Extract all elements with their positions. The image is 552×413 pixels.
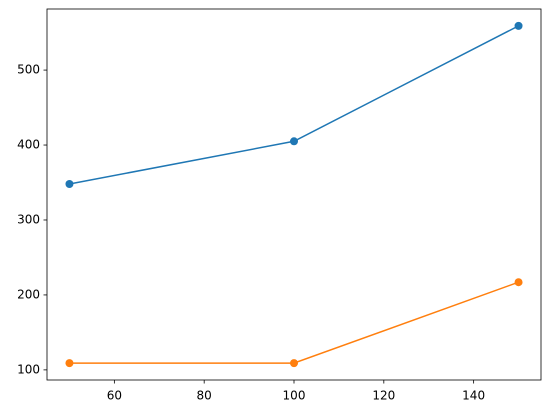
y-tick-label: 300 (17, 212, 40, 226)
x-tick-label: 120 (372, 389, 395, 403)
x-tick-label: 80 (197, 389, 212, 403)
y-tick-label: 400 (17, 138, 40, 152)
data-point (514, 278, 523, 287)
y-tick-label: 500 (17, 63, 40, 77)
x-tick-label: 60 (107, 389, 122, 403)
series-line (69, 25, 519, 185)
data-point (290, 137, 298, 146)
x-tick-label: 100 (283, 389, 306, 403)
y-tick-label: 100 (17, 362, 40, 376)
data-point (65, 180, 74, 189)
data-point (290, 359, 298, 368)
y-tick-label: 200 (17, 287, 40, 301)
plot-frame (46, 8, 542, 381)
series-line (69, 281, 519, 364)
data-point (65, 359, 74, 368)
x-tick-label: 140 (462, 389, 485, 403)
data-point (514, 21, 523, 30)
